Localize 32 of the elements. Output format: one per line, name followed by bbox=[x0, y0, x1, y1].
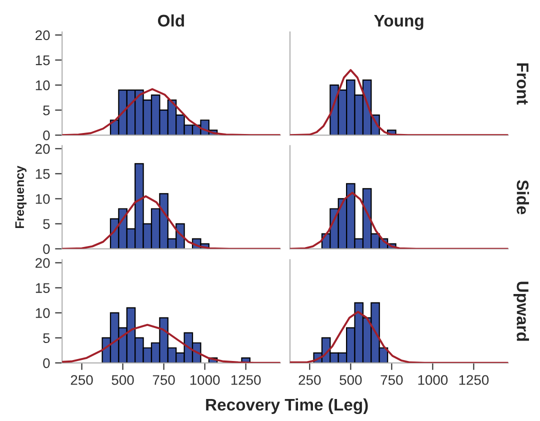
x-tick-label: 1000 bbox=[190, 375, 220, 385]
y-tick-label: 0 bbox=[43, 244, 50, 254]
y-axis-title: Frequency bbox=[15, 166, 27, 228]
x-tick-label: 250 bbox=[70, 375, 93, 385]
y-tick-label: 5 bbox=[43, 333, 50, 344]
x-tick-label: 1250 bbox=[231, 375, 261, 385]
x-tick-label: 500 bbox=[340, 375, 362, 385]
y-tick-label: 0 bbox=[43, 130, 50, 140]
y-tick-label: 15 bbox=[36, 283, 50, 293]
y-tick-label: 0 bbox=[43, 358, 50, 368]
x-tick-label: 1250 bbox=[459, 375, 489, 385]
y-tick-label: 5 bbox=[43, 106, 50, 116]
x-tick-label: 750 bbox=[152, 375, 175, 385]
y-tick-label: 15 bbox=[36, 169, 50, 179]
y-tick-label: 10 bbox=[36, 308, 50, 318]
y-tick-label: 10 bbox=[36, 80, 50, 90]
y2-axis-title: Front bbox=[516, 63, 528, 105]
x-tick-label: 250 bbox=[298, 375, 321, 385]
y-tick-label: 10 bbox=[36, 194, 50, 204]
x-tick-label: 1000 bbox=[418, 375, 448, 385]
chart-title: Old bbox=[158, 14, 184, 27]
y2-axis-title: Side bbox=[516, 180, 529, 214]
x-tick-label: 500 bbox=[112, 375, 134, 385]
y2-axis-title: Upward bbox=[513, 282, 529, 341]
y-tick-label: 5 bbox=[43, 219, 50, 229]
chart-title: Young bbox=[374, 14, 424, 30]
y-tick-label: 20 bbox=[36, 258, 50, 268]
y-tick-label: 15 bbox=[36, 56, 50, 66]
x-axis-title: Recovery Time (Leg) bbox=[206, 398, 368, 414]
y-tick-label: 20 bbox=[36, 30, 50, 40]
y-tick-label: 20 bbox=[36, 144, 50, 154]
x-tick-label: 750 bbox=[380, 375, 403, 385]
